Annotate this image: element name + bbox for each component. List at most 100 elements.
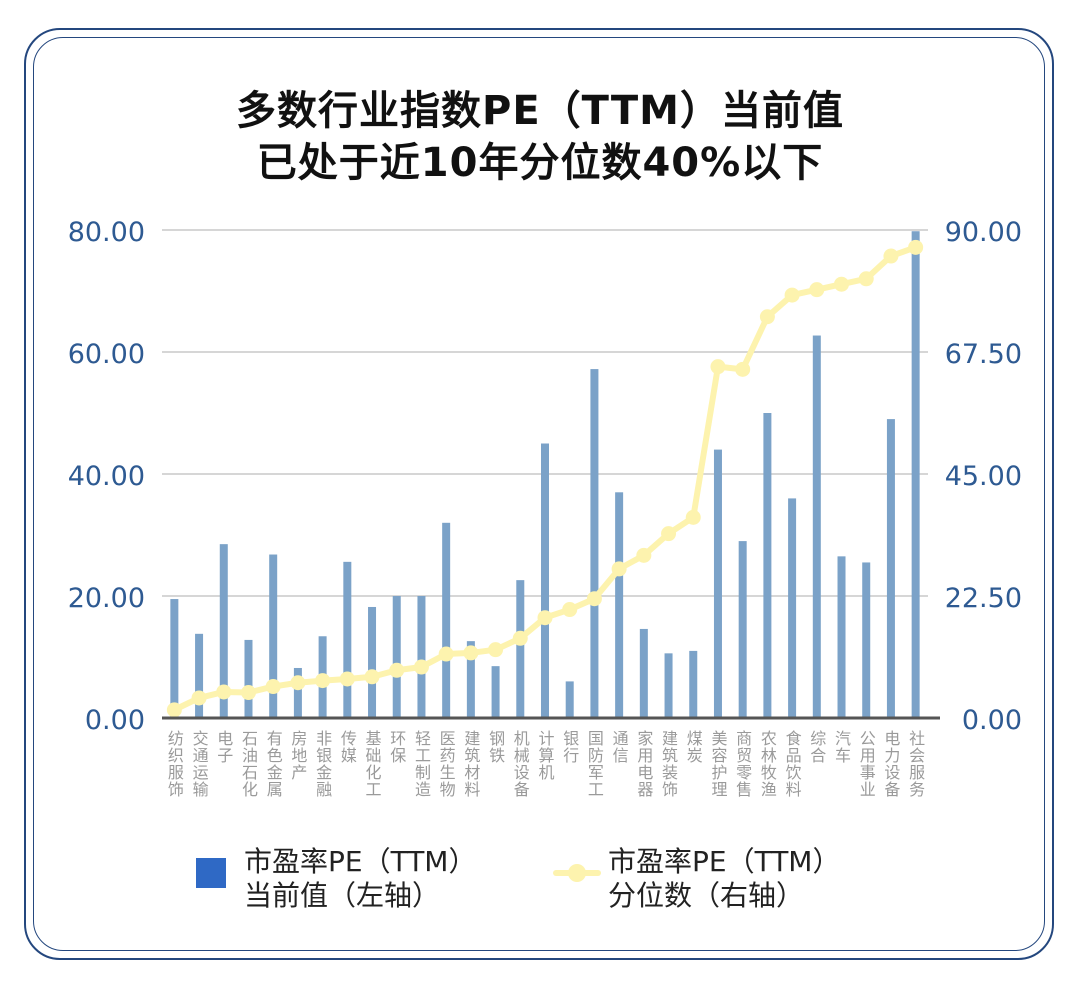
category-label: 银行: [560, 730, 579, 764]
line-point: [784, 287, 800, 303]
category-label: 食品饮料: [783, 730, 802, 798]
line-point: [290, 675, 306, 691]
right-tick-label: 90.00: [945, 217, 1022, 248]
line-point: [339, 671, 355, 687]
chart-title-line-1: 多数行业指数PE（TTM）当前值: [236, 88, 844, 134]
right-tick-label: 0.00: [962, 705, 1022, 736]
line-point: [685, 509, 701, 525]
category-label: 房地产: [288, 730, 307, 781]
line-point: [364, 669, 380, 685]
line-point: [611, 561, 627, 577]
bar: [664, 653, 673, 718]
category-label: 农林牧渔: [758, 730, 777, 798]
line-point: [661, 526, 677, 542]
right-tick-label: 22.50: [945, 583, 1022, 614]
bar: [293, 667, 302, 718]
bar: [689, 650, 698, 718]
left-tick-label: 20.00: [68, 583, 145, 614]
category-labels: 纺织服饰 交通运输 电子 石油石化 有色金属 房地产 非银金融 传媒 基础化工 环保 轻工制造 医药生…: [165, 730, 925, 798]
category-label: 交通运输: [190, 730, 209, 798]
category-label: 传媒: [338, 730, 357, 764]
line-point: [512, 630, 528, 646]
category-label: 基础化工: [363, 730, 382, 798]
line-point: [413, 659, 429, 675]
bar-series: [170, 231, 920, 718]
bar: [368, 606, 377, 718]
bar: [713, 449, 722, 718]
bar: [516, 580, 525, 718]
legend-bar-label-line-1: 市盈率PE（TTM）: [244, 845, 477, 878]
category-label: 煤炭: [684, 730, 703, 764]
left-tick-label: 80.00: [68, 217, 145, 248]
line-point: [315, 673, 331, 689]
bar: [837, 556, 846, 718]
line-point: [834, 276, 850, 292]
category-label: 环保: [387, 730, 406, 764]
category-label: 电力设备: [881, 730, 900, 798]
right-tick-label: 45.00: [945, 461, 1022, 492]
line-point: [463, 645, 479, 661]
category-label: 钢铁: [486, 730, 505, 764]
left-tick-label: 40.00: [68, 461, 145, 492]
card-frame: [24, 28, 1054, 960]
bar: [170, 599, 179, 718]
line-point: [166, 702, 182, 718]
bar: [541, 443, 549, 718]
category-label: 家用电器: [634, 730, 653, 798]
line-point: [809, 282, 825, 298]
category-label: 综合: [807, 730, 826, 764]
line-series: [166, 239, 924, 718]
line-point: [191, 690, 207, 706]
legend-line-label-line-1: 市盈率PE（TTM）: [608, 845, 841, 878]
line-point: [265, 679, 281, 695]
category-label: 电子: [214, 730, 233, 764]
line-point: [908, 239, 924, 255]
right-tick-label: 67.50: [945, 339, 1022, 370]
bar: [244, 639, 253, 718]
line-point: [735, 361, 751, 377]
legend-line-marker: [568, 864, 586, 882]
bar: [195, 633, 204, 718]
bar: [269, 554, 278, 718]
bar: [219, 544, 228, 718]
category-label: 汽车: [832, 730, 851, 764]
category-label: 美容护理: [708, 730, 727, 798]
legend-line-label-line-2: 分位数（右轴）: [608, 879, 805, 912]
line-point: [488, 642, 504, 658]
category-label: 商贸零售: [733, 730, 752, 798]
bar: [590, 369, 599, 718]
left-tick-label: 60.00: [68, 339, 145, 370]
left-tick-label: 0.00: [85, 705, 145, 736]
line-point: [537, 610, 553, 626]
line-point: [636, 547, 652, 563]
bar: [738, 541, 747, 718]
category-label: 非银金融: [313, 730, 332, 798]
card-frame-inner: [33, 37, 1045, 951]
bar: [788, 498, 797, 718]
line-point: [562, 602, 578, 618]
category-label: 国防军工: [585, 730, 604, 798]
line-point: [216, 684, 232, 700]
category-label: 公用事业: [857, 730, 876, 798]
bar: [392, 596, 401, 718]
bar: [862, 562, 871, 718]
line-point: [438, 646, 454, 662]
legend-bar-swatch: [196, 858, 226, 888]
line-point: [240, 685, 256, 701]
category-label: 社会服务: [906, 730, 925, 798]
bar: [466, 641, 475, 718]
legend-marks: [196, 858, 601, 888]
bar: [442, 522, 451, 718]
category-label: 有色金属: [264, 730, 283, 798]
line-point: [389, 662, 405, 678]
bar: [812, 335, 821, 718]
line-point: [883, 248, 899, 264]
bar: [639, 628, 648, 718]
bar: [565, 681, 574, 718]
bar: [343, 561, 352, 718]
category-label: 轻工制造: [412, 730, 431, 798]
bar: [911, 231, 920, 718]
bar: [886, 419, 895, 718]
